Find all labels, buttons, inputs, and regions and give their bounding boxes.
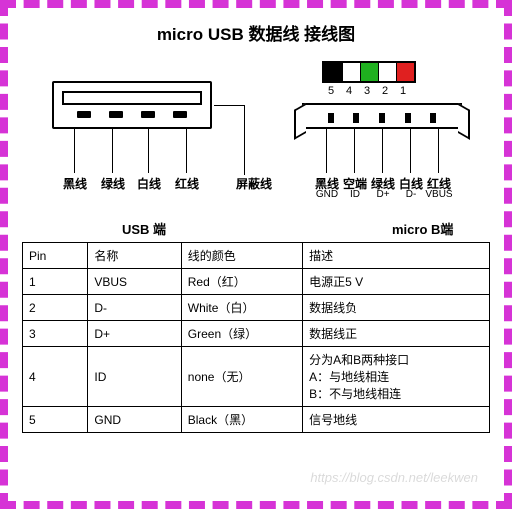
lead-line [186,129,187,173]
col-header: 线的颜色 [181,243,302,269]
micro-b-pin [430,113,436,123]
lead-line [382,129,383,173]
table-cell: ID [88,347,181,407]
table-row: 5GNDBlack（黑）信号地线 [23,407,490,433]
usb-a-pin [173,111,187,118]
micro-b-connector [302,103,462,129]
table-cell: D+ [88,321,181,347]
table-header-row: Pin 名称 线的颜色 描述 [23,243,490,269]
usb-a-pin-label: 黑线 [59,175,91,192]
micro-b-pins [318,113,446,123]
usb-a-pin [109,111,123,118]
usb-a-port-label: USB 端 [122,219,166,238]
table-cell: 分为A和B两种接口 A：与地线相连 B：不与地线相连 [303,347,490,407]
table-cell: 数据线负 [303,295,490,321]
lead-line [354,129,355,173]
micro-b-pin [405,113,411,123]
content: micro USB 数据线 接线图 黑线 绿线 白线 红线 [14,14,498,495]
table-cell: Black（黑） [181,407,302,433]
wiring-diagram: 黑线 绿线 白线 红线 屏蔽线 5 4 3 2 1 [22,51,490,236]
micro-b-port-label: micro B端 [392,219,453,238]
shield-label: 屏蔽线 [234,175,274,192]
usb-a-connector [52,81,212,129]
table-row: 1VBUSRed（红）电源正5 V [23,269,490,295]
lead-line [438,129,439,173]
table-cell: 4 [23,347,88,407]
table-cell: 1 [23,269,88,295]
table-row: 4IDnone（无）分为A和B两种接口 A：与地线相连 B：不与地线相连 [23,347,490,407]
usb-a-pin-label: 白线 [133,175,165,192]
lead-line [148,129,149,173]
table-cell: Red（红） [181,269,302,295]
table-cell: 2 [23,295,88,321]
color-num: 5 [322,85,340,97]
color-num: 4 [340,85,358,97]
pinout-table: Pin 名称 线的颜色 描述 1VBUSRed（红）电源正5 V2D-White… [22,242,490,433]
color-num: 2 [376,85,394,97]
micro-b-pin-sub: VBUS [423,189,455,200]
micro-b-pin [379,113,385,123]
color-num: 3 [358,85,376,97]
color-cell [360,63,378,81]
color-cell [324,63,342,81]
usb-a-pin-label: 红线 [171,175,203,192]
table-cell: 3 [23,321,88,347]
usb-a-pin [141,111,155,118]
table-cell: 电源正5 V [303,269,490,295]
color-cell [396,63,414,81]
cable-line [214,105,244,106]
col-header: 名称 [88,243,181,269]
table-cell: D- [88,295,181,321]
usb-a-slot [62,91,202,105]
usb-a-pin-label: 绿线 [97,175,129,192]
micro-b-pin [353,113,359,123]
table-row: 3D+Green（绿）数据线正 [23,321,490,347]
lead-line [326,129,327,173]
table-cell: Green（绿） [181,321,302,347]
table-cell: VBUS [88,269,181,295]
page-title: micro USB 数据线 接线图 [22,20,490,45]
table-cell: White（白） [181,295,302,321]
lead-line [410,129,411,173]
dashed-frame: micro USB 数据线 接线图 黑线 绿线 白线 红线 [0,0,512,509]
table-cell: 5 [23,407,88,433]
table-head: Pin 名称 线的颜色 描述 [23,243,490,269]
color-cell [342,63,360,81]
usb-a-pin [77,111,91,118]
lead-line [112,129,113,173]
usb-a-pins [68,111,196,118]
table-cell: 信号地线 [303,407,490,433]
lead-line [74,129,75,173]
table-row: 2D-White（白）数据线负 [23,295,490,321]
micro-b-color-block [322,61,416,83]
micro-b-color-numbers: 5 4 3 2 1 [322,85,412,97]
table-cell: none（无） [181,347,302,407]
table-cell: GND [88,407,181,433]
table-body: 1VBUSRed（红）电源正5 V2D-White（白）数据线负3D+Green… [23,269,490,433]
cable-line [244,105,245,175]
watermark: https://blog.csdn.net/leekwen [310,470,478,485]
micro-b-pin [328,113,334,123]
col-header: 描述 [303,243,490,269]
col-header: Pin [23,243,88,269]
color-cell [378,63,396,81]
color-num: 1 [394,85,412,97]
table-cell: 数据线正 [303,321,490,347]
